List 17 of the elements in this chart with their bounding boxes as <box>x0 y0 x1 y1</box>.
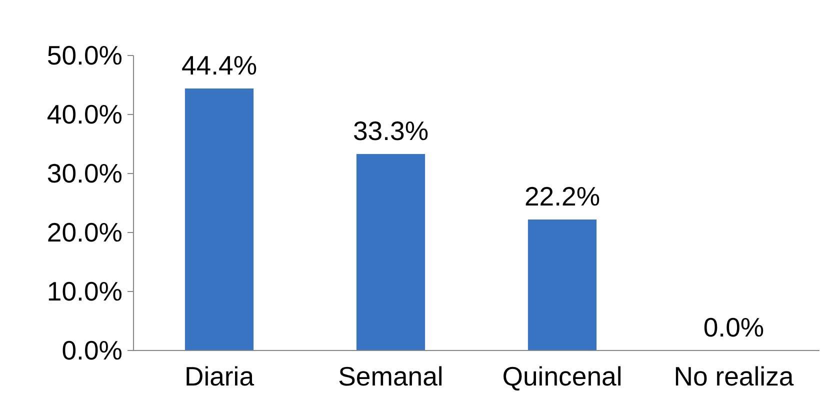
y-tick-label: 0.0% <box>62 336 123 366</box>
bar <box>356 154 426 350</box>
data-label: 0.0% <box>703 312 764 342</box>
y-tick-label: 30.0% <box>46 158 123 188</box>
bar <box>528 220 597 350</box>
x-tick-label: Semanal <box>338 362 444 392</box>
data-label: 22.2% <box>524 182 600 212</box>
y-tick-label: 10.0% <box>46 276 123 306</box>
x-tick-label: Diaria <box>184 362 254 392</box>
bar <box>184 88 254 350</box>
y-tick-label: 20.0% <box>46 218 123 248</box>
x-tick-label: No realiza <box>674 362 794 392</box>
x-tick-label: Quincenal <box>502 362 622 392</box>
data-label: 44.4% <box>181 50 258 81</box>
y-tick-label: 40.0% <box>46 100 123 130</box>
y-tick-label: 50.0% <box>46 40 123 70</box>
data-label: 33.3% <box>352 116 429 146</box>
